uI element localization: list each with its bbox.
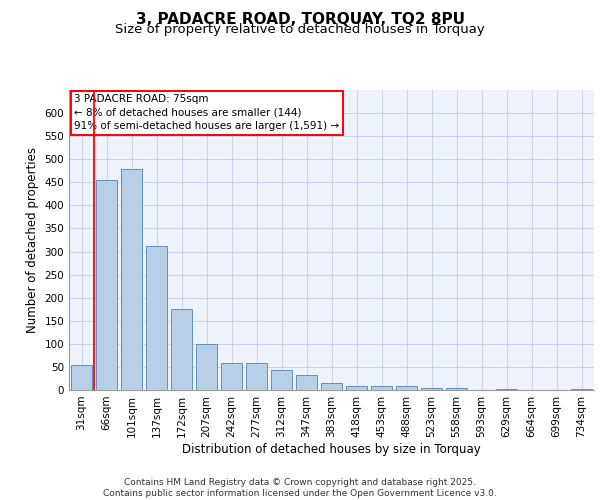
Y-axis label: Number of detached properties: Number of detached properties: [26, 147, 39, 333]
Bar: [321, 383, 342, 390]
Text: Contains HM Land Registry data © Crown copyright and database right 2025.
Contai: Contains HM Land Registry data © Crown c…: [103, 478, 497, 498]
Bar: [446, 388, 467, 390]
Bar: [421, 388, 442, 390]
Text: Size of property relative to detached houses in Torquay: Size of property relative to detached ho…: [115, 22, 485, 36]
Bar: [246, 363, 267, 390]
Bar: [71, 364, 92, 390]
Bar: [171, 309, 192, 390]
Bar: [371, 386, 392, 390]
Bar: [496, 389, 517, 390]
Bar: [221, 363, 242, 390]
Bar: [346, 386, 367, 390]
Bar: [571, 388, 592, 390]
Bar: [396, 386, 417, 390]
X-axis label: Distribution of detached houses by size in Torquay: Distribution of detached houses by size …: [182, 442, 481, 456]
Bar: [96, 180, 117, 390]
Bar: [196, 344, 217, 390]
Text: 3 PADACRE ROAD: 75sqm
← 8% of detached houses are smaller (144)
91% of semi-deta: 3 PADACRE ROAD: 75sqm ← 8% of detached h…: [74, 94, 340, 131]
Bar: [296, 375, 317, 390]
Bar: [146, 246, 167, 390]
Text: 3, PADACRE ROAD, TORQUAY, TQ2 8PU: 3, PADACRE ROAD, TORQUAY, TQ2 8PU: [136, 12, 464, 28]
Bar: [271, 370, 292, 390]
Bar: [121, 170, 142, 390]
